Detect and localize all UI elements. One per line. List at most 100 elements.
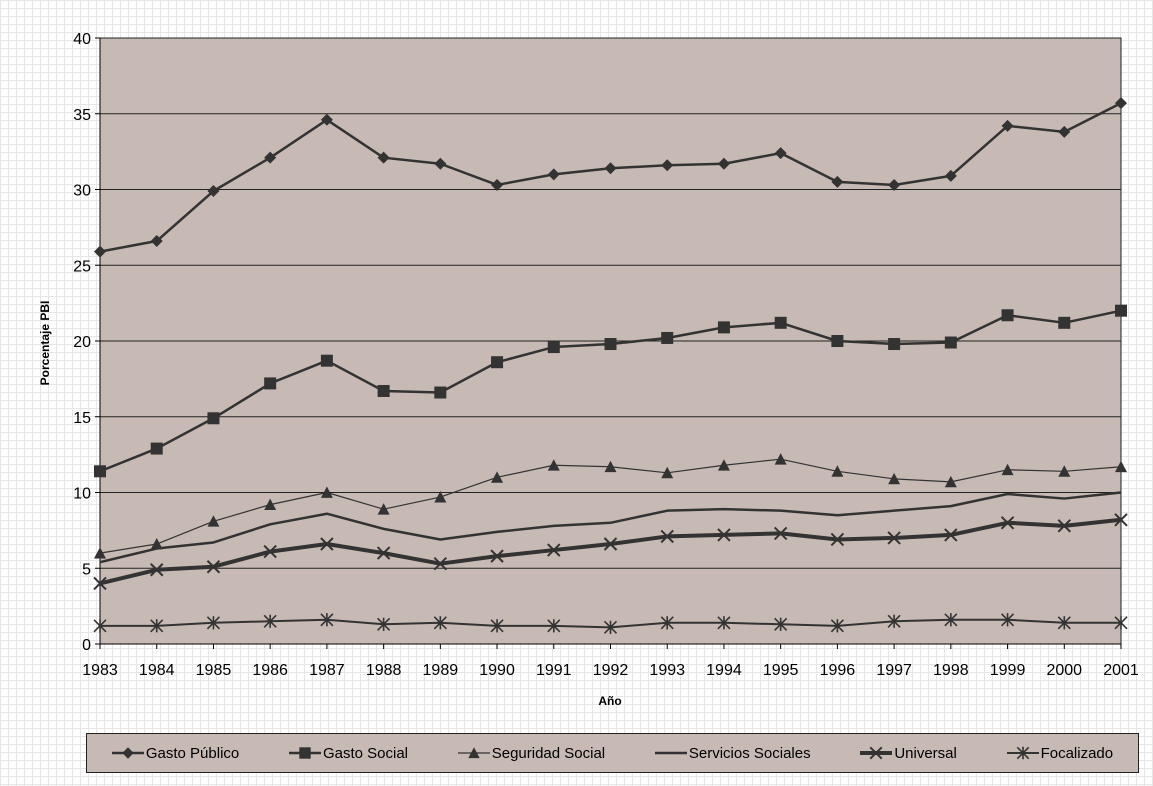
legend-marker — [122, 747, 134, 759]
data-point — [433, 616, 447, 630]
data-point — [1057, 519, 1071, 533]
y-tick-label: 15 — [73, 410, 91, 427]
data-point — [944, 475, 957, 488]
data-point — [207, 412, 220, 425]
x-tick-label: 1995 — [763, 662, 799, 679]
data-point — [377, 151, 390, 164]
x-tick-label: 1987 — [309, 662, 345, 679]
data-point — [717, 321, 730, 334]
x-tick-label: 1989 — [423, 662, 459, 679]
data-point — [603, 620, 618, 634]
data-point — [150, 563, 164, 577]
data-point — [320, 354, 333, 367]
data-point — [1000, 516, 1015, 530]
data-point — [547, 459, 560, 471]
y-tick-label: 0 — [82, 637, 91, 654]
data-point — [94, 547, 106, 559]
data-point — [717, 616, 731, 630]
data-point — [944, 169, 957, 182]
data-point — [1114, 513, 1128, 527]
y-axis-title: Porcentaje PBI — [38, 301, 52, 386]
data-point — [264, 498, 277, 511]
data-point — [888, 472, 901, 485]
data-point — [830, 619, 844, 633]
data-point — [263, 614, 277, 628]
y-tick-label: 35 — [73, 107, 91, 124]
series-gasto-p-blico — [94, 97, 1127, 258]
data-point — [773, 526, 788, 541]
series-gasto-social — [94, 304, 1127, 478]
data-point — [377, 384, 390, 397]
legend-item-seguridad-social: Seguridad Social — [457, 745, 605, 762]
data-point — [831, 465, 844, 477]
legend-marker — [1016, 746, 1029, 760]
legend-label: Focalizado — [1040, 744, 1114, 762]
legend-label: Gasto Social — [322, 744, 409, 762]
data-point — [1001, 119, 1014, 132]
data-point — [603, 537, 618, 551]
series-seguridad-social — [94, 453, 1127, 559]
x-tick-label: 1993 — [649, 662, 685, 679]
legend-marker — [299, 747, 311, 759]
data-point — [1115, 97, 1127, 110]
data-point — [831, 335, 844, 347]
x-tick-label: 1990 — [479, 662, 515, 679]
data-point — [264, 151, 277, 164]
dash-marker-icon — [654, 751, 687, 755]
data-point — [604, 162, 617, 175]
x-tick-label: 2000 — [1046, 662, 1082, 679]
data-point — [774, 147, 787, 160]
y-tick-label: 25 — [73, 258, 91, 275]
asterisk-marker-icon — [1006, 746, 1039, 760]
x-tick-label: 1998 — [933, 662, 969, 679]
data-point — [320, 537, 334, 551]
data-point — [888, 178, 901, 191]
legend-item-servicios-sociales: Servicios Sociales — [654, 745, 811, 762]
series-layer — [93, 97, 1128, 634]
data-point — [547, 619, 561, 633]
data-point — [150, 538, 163, 550]
data-point — [263, 544, 277, 559]
legend-marker — [468, 747, 480, 759]
data-point — [604, 460, 617, 473]
data-point — [150, 442, 163, 455]
data-point — [320, 486, 333, 498]
data-point — [93, 576, 107, 591]
y-tick-label: 40 — [73, 31, 91, 48]
series-line — [99, 491, 1122, 564]
x-marker-icon — [860, 746, 893, 760]
y-tick-label: 20 — [73, 334, 91, 351]
data-point — [490, 549, 504, 563]
data-point — [1114, 616, 1128, 630]
x-tick-label: 1997 — [876, 662, 912, 679]
legend-item-focalizado: Focalizado — [1006, 744, 1114, 762]
data-point — [717, 459, 730, 471]
data-point — [93, 619, 107, 633]
legend-item-universal: Universal — [860, 745, 957, 762]
x-tick-label: 1984 — [139, 662, 175, 679]
legend-item-gasto-p-blico: Gasto Público — [111, 745, 239, 762]
data-point — [207, 185, 220, 198]
data-point — [1057, 616, 1071, 630]
data-point — [1001, 309, 1014, 322]
data-point — [774, 316, 787, 329]
data-point — [1115, 304, 1127, 317]
data-point — [887, 531, 901, 545]
data-point — [434, 491, 447, 503]
data-point — [94, 465, 106, 478]
legend-label: Universal — [894, 744, 957, 762]
y-axis: 0 5 10 15 20 25 30 35 40 — [73, 31, 101, 654]
x-tick-label: 1985 — [196, 662, 232, 679]
data-point — [1001, 463, 1014, 476]
data-point — [206, 560, 221, 574]
x-tick-label: 1991 — [536, 662, 572, 679]
y-tick-label: 10 — [73, 486, 91, 503]
x-tick-label: 2001 — [1103, 662, 1139, 679]
data-point — [717, 157, 730, 170]
data-point — [206, 616, 221, 630]
data-point — [1058, 316, 1071, 329]
data-point — [717, 528, 731, 542]
chart-legend: Gasto Público Gasto Social Seguridad Socia… — [86, 733, 1139, 773]
data-point — [433, 556, 448, 571]
data-point — [434, 386, 447, 399]
